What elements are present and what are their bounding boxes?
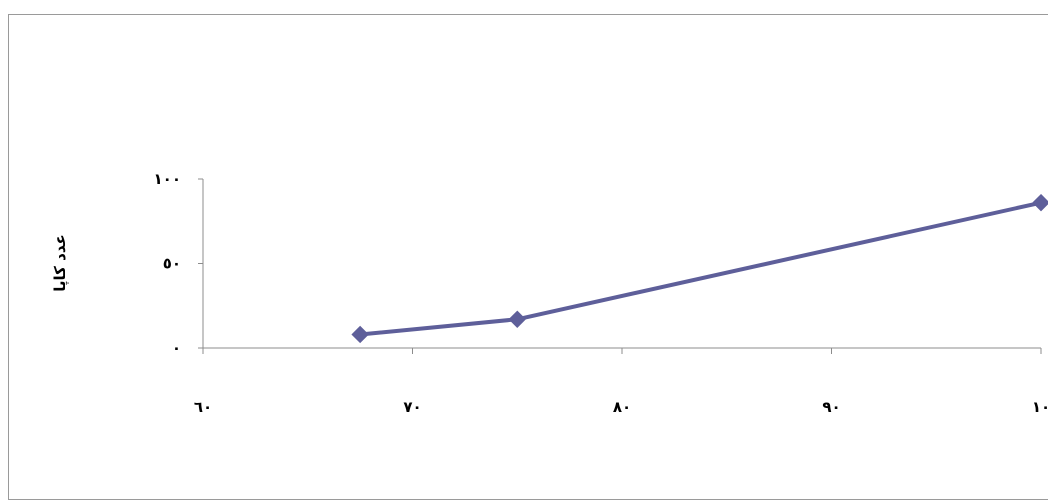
x-tick-label: ٦٠ bbox=[194, 398, 212, 416]
y-axis-label: عدد کاپا bbox=[51, 234, 70, 291]
series-line bbox=[358, 200, 1043, 337]
x-tick-label: ٨٠ bbox=[613, 398, 631, 416]
axes bbox=[198, 178, 1042, 354]
x-tick-label: ١٠ bbox=[1032, 398, 1048, 416]
series-layer bbox=[351, 193, 1048, 344]
x-tick-label: ٧٠ bbox=[403, 398, 421, 416]
y-tick-label: ١٠٠ bbox=[154, 170, 181, 188]
labels-layer: ٠ ٥٠ ١٠٠ ٦٠ ٧٠ ٨٠ ٩٠ ١٠ bbox=[154, 170, 1048, 416]
chart-frame bbox=[8, 14, 1048, 500]
x-tick-label: ٩٠ bbox=[822, 398, 840, 416]
data-point-marker bbox=[351, 325, 369, 344]
data-point-marker bbox=[1032, 193, 1048, 212]
data-point-marker bbox=[508, 310, 526, 328]
y-tick-label: ٠ bbox=[172, 339, 181, 357]
y-tick-label: ٥٠ bbox=[163, 255, 181, 273]
